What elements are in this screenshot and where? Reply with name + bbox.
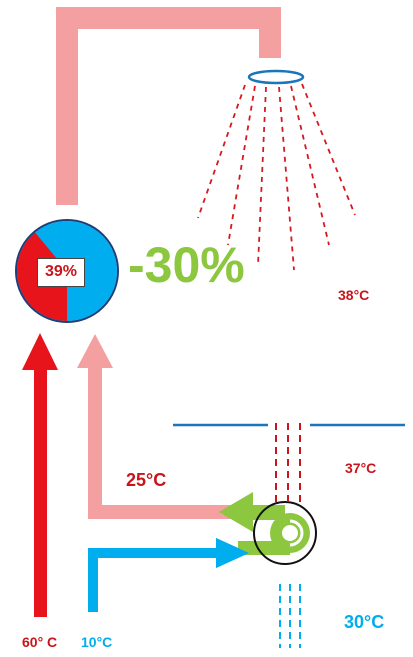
- temp-cold-supply: 10°C: [81, 634, 113, 650]
- preheated-arrowhead: [77, 334, 113, 368]
- shower-head: [247, 69, 305, 85]
- mixer-percent-box: [37, 258, 85, 287]
- mixer-percent-label: 39%: [44, 263, 78, 280]
- temp-shower-out: 38°C: [338, 287, 370, 303]
- savings-label: -30%: [128, 237, 245, 293]
- drain-out-lines: [279, 584, 301, 648]
- temp-drain-in: 37°C: [345, 460, 377, 476]
- hot-supply-pipe: [34, 366, 47, 617]
- heat-exchanger: [219, 492, 310, 555]
- temp-drain-out: 30°C: [344, 612, 385, 632]
- cold-supply-pipe: [88, 548, 220, 612]
- temp-hot-supply: 60° C: [22, 634, 58, 650]
- warm-pipe-to-shower: [56, 7, 281, 205]
- shower-spray: [197, 83, 356, 271]
- drain-in-lines: [275, 423, 301, 502]
- preheated-pipe: [88, 365, 242, 519]
- cold-arrow-overlay: [216, 538, 249, 568]
- hot-supply-arrowhead: [22, 333, 58, 370]
- temp-preheated: 25°C: [126, 470, 167, 490]
- heat-exchanger-ring: [253, 501, 317, 565]
- mixing-valve-outline: [15, 219, 119, 323]
